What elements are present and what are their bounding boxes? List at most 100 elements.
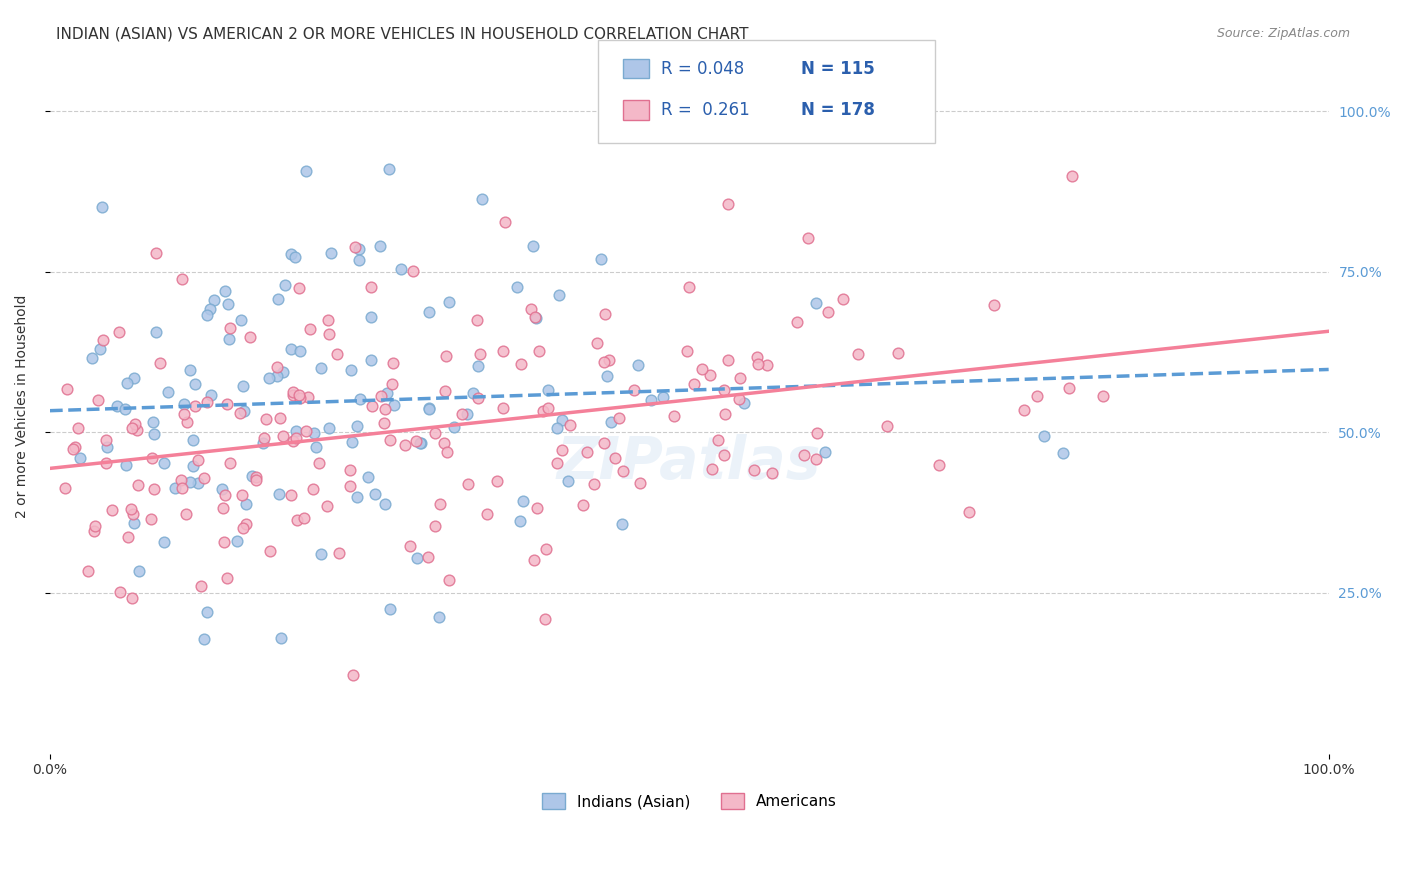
Americans bbox=[690, 361, 713, 376]
Indians (Asian) bbox=[128, 564, 150, 578]
Americans bbox=[297, 390, 319, 404]
Americans bbox=[117, 530, 139, 544]
Indians (Asian) bbox=[652, 390, 675, 404]
Americans bbox=[744, 463, 766, 477]
Americans bbox=[717, 353, 740, 368]
Americans bbox=[288, 388, 311, 402]
Americans bbox=[662, 409, 685, 424]
Americans bbox=[509, 357, 531, 371]
Indians (Asian) bbox=[408, 436, 430, 450]
Indians (Asian) bbox=[235, 497, 257, 511]
Americans bbox=[169, 473, 191, 487]
Americans bbox=[215, 397, 238, 411]
Indians (Asian) bbox=[280, 342, 302, 356]
Americans bbox=[219, 456, 242, 470]
Americans bbox=[745, 350, 768, 364]
Americans bbox=[53, 482, 76, 496]
Text: ZIPatlas: ZIPatlas bbox=[557, 434, 821, 491]
Indians (Asian) bbox=[156, 385, 179, 400]
Americans bbox=[187, 453, 209, 467]
Americans bbox=[1057, 381, 1080, 395]
Americans bbox=[928, 458, 950, 472]
Indians (Asian) bbox=[318, 420, 340, 434]
Americans bbox=[266, 359, 288, 374]
Americans bbox=[467, 392, 489, 406]
Indians (Asian) bbox=[600, 415, 623, 429]
Indians (Asian) bbox=[122, 516, 145, 530]
Americans bbox=[219, 320, 242, 334]
Americans bbox=[190, 579, 212, 593]
Americans bbox=[122, 507, 145, 521]
Americans bbox=[281, 388, 304, 402]
Indians (Asian) bbox=[266, 368, 288, 383]
Americans bbox=[292, 511, 315, 525]
Americans bbox=[598, 353, 620, 368]
Americans bbox=[195, 395, 218, 409]
Indians (Asian) bbox=[360, 352, 382, 367]
Indians (Asian) bbox=[375, 385, 398, 400]
Americans bbox=[269, 410, 291, 425]
Americans bbox=[699, 368, 721, 382]
Americans bbox=[702, 462, 724, 476]
Americans bbox=[360, 279, 382, 293]
Americans bbox=[121, 421, 143, 435]
Americans bbox=[149, 356, 172, 370]
Americans bbox=[1012, 402, 1035, 417]
Americans bbox=[193, 471, 215, 485]
Americans bbox=[1026, 388, 1049, 402]
Indians (Asian) bbox=[610, 517, 633, 532]
Americans bbox=[425, 426, 447, 441]
Americans bbox=[339, 479, 361, 493]
Americans bbox=[374, 402, 396, 417]
Indians (Asian) bbox=[214, 284, 236, 298]
Americans bbox=[290, 391, 312, 405]
Indians (Asian) bbox=[252, 436, 274, 450]
Americans bbox=[817, 305, 839, 319]
Indians (Asian) bbox=[311, 547, 333, 561]
Americans bbox=[717, 197, 740, 211]
Indians (Asian) bbox=[522, 239, 544, 253]
Indians (Asian) bbox=[443, 420, 465, 434]
Americans bbox=[67, 420, 90, 434]
Americans bbox=[572, 498, 595, 512]
Americans bbox=[394, 438, 416, 452]
Americans bbox=[298, 322, 321, 336]
Americans bbox=[245, 470, 267, 484]
Indians (Asian) bbox=[814, 445, 837, 459]
Americans bbox=[575, 444, 598, 458]
Indians (Asian) bbox=[179, 475, 201, 489]
Americans bbox=[832, 292, 855, 306]
Americans bbox=[683, 377, 706, 392]
Americans bbox=[316, 313, 339, 327]
Americans bbox=[127, 477, 149, 491]
Americans bbox=[437, 574, 460, 588]
Text: Source: ZipAtlas.com: Source: ZipAtlas.com bbox=[1216, 27, 1350, 40]
Americans bbox=[434, 384, 457, 398]
Indians (Asian) bbox=[346, 419, 368, 434]
Americans bbox=[284, 431, 307, 445]
Americans bbox=[546, 457, 568, 471]
Americans bbox=[62, 442, 84, 456]
Americans bbox=[534, 541, 557, 556]
Indians (Asian) bbox=[181, 434, 204, 448]
Indians (Asian) bbox=[557, 474, 579, 488]
Americans bbox=[786, 315, 808, 329]
Americans bbox=[586, 335, 609, 350]
Americans bbox=[534, 612, 557, 626]
Americans bbox=[124, 417, 146, 431]
Americans bbox=[468, 347, 491, 361]
Text: R = 0.048: R = 0.048 bbox=[661, 60, 744, 78]
Americans bbox=[713, 383, 735, 397]
Indians (Asian) bbox=[271, 365, 294, 379]
Americans bbox=[433, 436, 456, 450]
Indians (Asian) bbox=[153, 456, 176, 470]
Indians (Asian) bbox=[284, 424, 307, 438]
Americans bbox=[983, 298, 1005, 312]
Indians (Asian) bbox=[105, 399, 128, 413]
Indians (Asian) bbox=[467, 359, 489, 373]
Americans bbox=[110, 585, 132, 599]
Americans bbox=[259, 544, 281, 558]
Indians (Asian) bbox=[143, 426, 166, 441]
Indians (Asian) bbox=[294, 164, 316, 178]
Indians (Asian) bbox=[145, 325, 167, 339]
